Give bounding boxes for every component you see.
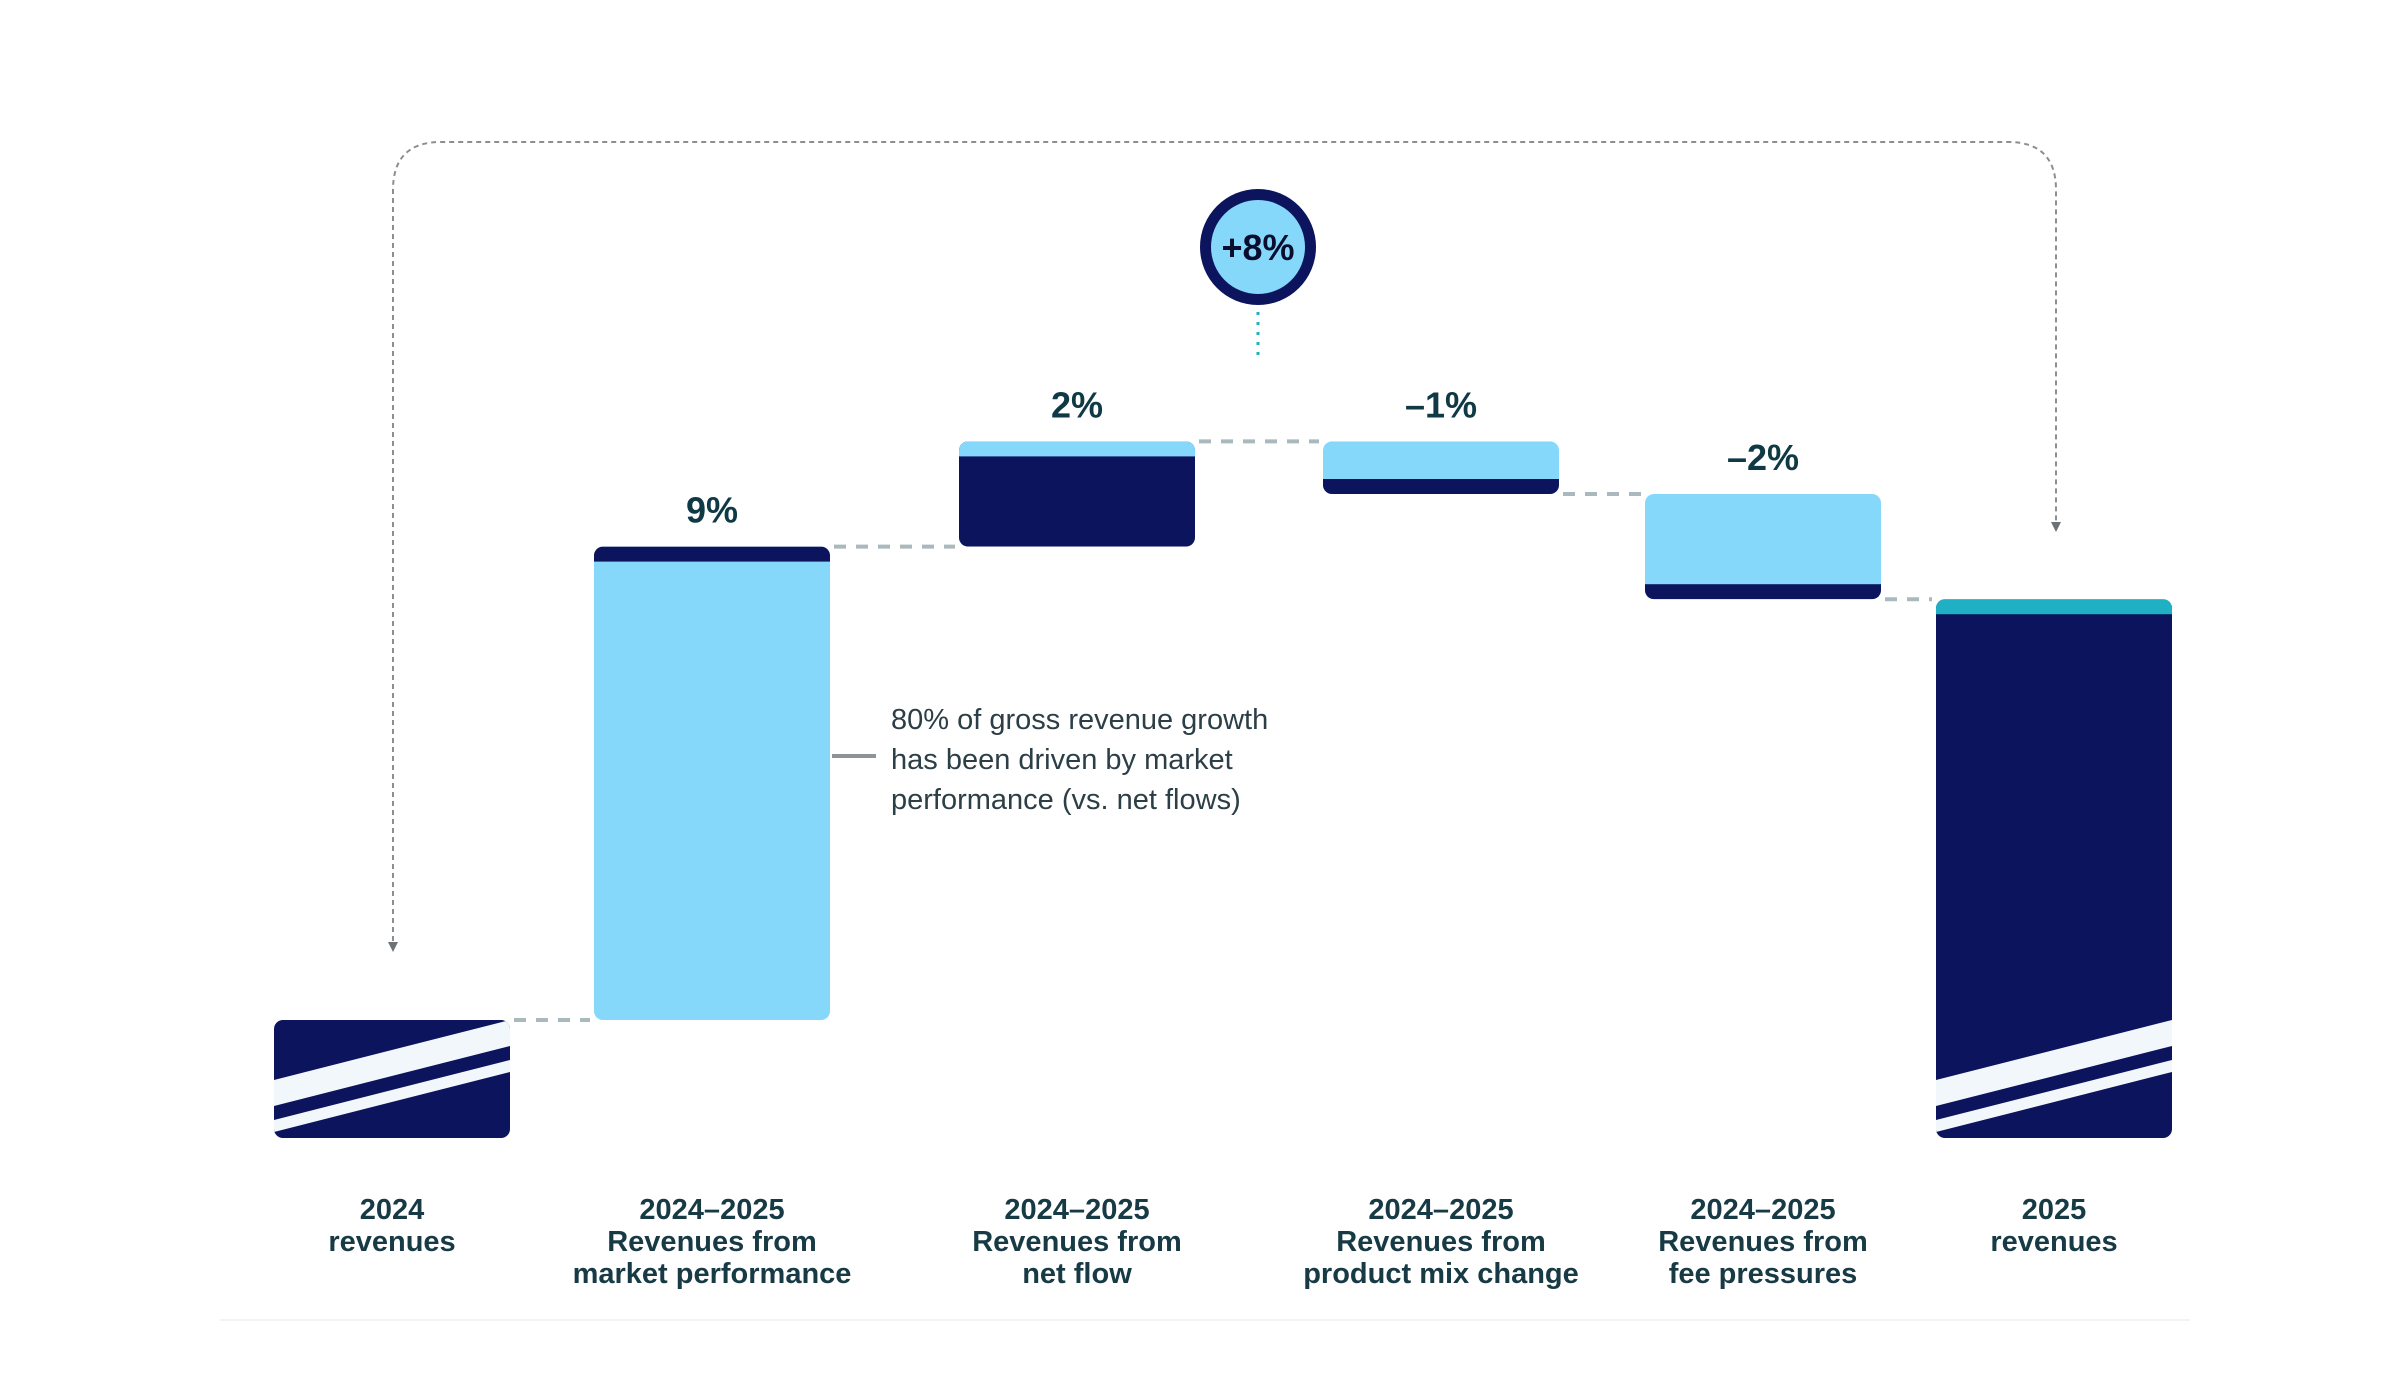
value-label: –2% xyxy=(1727,437,1799,478)
axis-break-stripe xyxy=(274,1020,510,1106)
category-labels: 2024 revenues 2024–2025 Revenues from market… xyxy=(328,1194,2117,1290)
value-label: 2% xyxy=(1051,384,1103,425)
change-bar-2 xyxy=(959,441,1195,547)
arc-arrowhead-left xyxy=(388,942,398,952)
annotation-line-1: 80% of gross revenue growth xyxy=(891,704,1268,736)
total-change-label: +8% xyxy=(1221,227,1294,268)
change-bar-4 xyxy=(1645,494,1881,600)
category-label: 2024 revenues xyxy=(328,1194,455,1258)
category-label: 2025 revenues xyxy=(1990,1194,2117,1258)
change-bar-cap xyxy=(1323,479,1559,494)
change-bar-1 xyxy=(594,546,830,1020)
change-bar-cap xyxy=(594,546,830,562)
change-bar-3 xyxy=(1323,441,1559,494)
change-bar-body xyxy=(594,546,830,1020)
value-labels: 9% 2% –1% –2% xyxy=(686,384,1799,530)
value-label: 9% xyxy=(686,490,738,531)
axis-break-stripe xyxy=(274,1060,510,1132)
category-label: 2024–2025 Revenues from product mix change xyxy=(1303,1194,1579,1290)
change-bar-body xyxy=(1645,494,1881,600)
total-bar-5 xyxy=(1936,599,2172,1138)
bars xyxy=(274,441,2172,1138)
total-bar-cap xyxy=(1936,599,2172,615)
annotation-line-2: has been driven by market xyxy=(891,744,1233,776)
total-bar-0 xyxy=(274,1020,510,1138)
change-bar-cap xyxy=(1645,584,1881,600)
total-change-arc xyxy=(392,141,2057,950)
annotation-text: 80% of gross revenue growth has been dri… xyxy=(891,704,1276,816)
category-label: 2024–2025 Revenues from market performance xyxy=(573,1194,852,1290)
annotation-line-3: performance (vs. net flows) xyxy=(891,784,1241,816)
value-label: –1% xyxy=(1405,384,1477,425)
category-label: 2024–2025 Revenues from net flow xyxy=(972,1194,1182,1290)
change-bar-cap xyxy=(959,441,1195,457)
axis-break-stripe xyxy=(1936,1060,2172,1132)
axis-break-stripe xyxy=(1936,1020,2172,1106)
arc-arrowhead-right xyxy=(2051,522,2061,532)
total-change-badge: +8% xyxy=(1200,189,1316,305)
category-label: 2024–2025 Revenues from fee pressures xyxy=(1658,1194,1868,1290)
connector-lines xyxy=(514,439,1932,1022)
change-bar-body xyxy=(959,441,1195,547)
